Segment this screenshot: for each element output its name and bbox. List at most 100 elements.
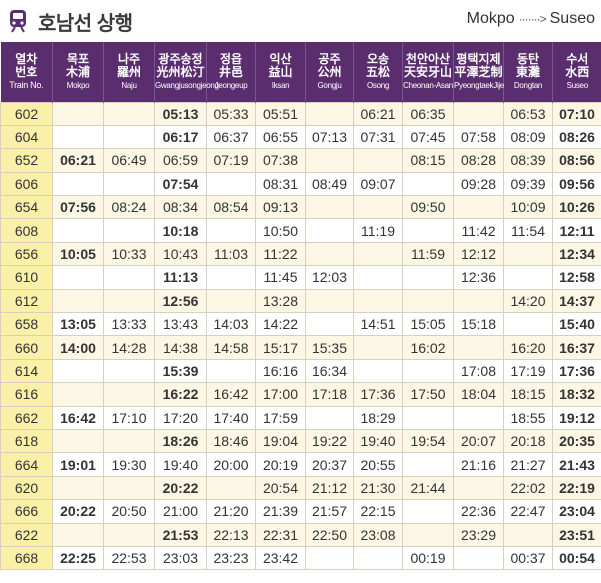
- time-cell: [402, 265, 454, 290]
- table-row: 608 10:18 10:50 11:19 11:42 11:54 12:11: [0, 218, 601, 243]
- table-row: 666 20:22 20:50 21:00 21:20 21:39 21:57 22:15 22…: [0, 499, 601, 524]
- header-cn: 益山: [268, 65, 293, 80]
- train-number: 616: [0, 382, 53, 407]
- train-number: 668: [0, 545, 53, 571]
- time-cell: 08:39: [503, 148, 553, 173]
- time-cell: 20:22: [52, 499, 104, 524]
- time-cell: 14:22: [255, 312, 306, 337]
- train-number: 602: [0, 101, 53, 126]
- timetable-body: 602 05:13 05:33 05:51 06:21 06:35 06:53 07:10 60…: [0, 101, 601, 571]
- time-cell: 17:40: [206, 405, 256, 430]
- time-cell: 16:20: [503, 335, 553, 360]
- time-cell: [305, 288, 354, 314]
- time-cell: 08:31: [255, 171, 306, 197]
- time-cell: 08:26: [552, 124, 601, 150]
- time-cell: [402, 499, 454, 524]
- time-cell: 20:19: [255, 452, 306, 477]
- header-en: Suseo: [566, 80, 588, 90]
- time-cell: [353, 288, 403, 314]
- time-cell: 15:40: [552, 312, 601, 337]
- time-cell: 08:15: [402, 148, 454, 173]
- time-cell: 06:21: [52, 148, 104, 173]
- time-cell: 22:36: [453, 499, 504, 524]
- time-cell: [453, 195, 504, 220]
- time-cell: 07:19: [206, 148, 256, 173]
- time-cell: 20:55: [353, 452, 403, 477]
- train-number: 612: [0, 288, 53, 314]
- time-cell: 06:21: [353, 101, 403, 126]
- time-cell: 17:18: [305, 382, 354, 407]
- time-cell: 19:22: [305, 428, 354, 454]
- time-cell: [305, 148, 354, 173]
- time-cell: 14:58: [206, 335, 256, 360]
- time-cell: 08:54: [206, 195, 256, 220]
- header-cn: 東灘: [515, 65, 540, 80]
- table-row: 618 18:26 18:46 19:04 19:22 19:40 19:54 20:07 20…: [0, 428, 601, 454]
- time-cell: 07:10: [552, 101, 601, 126]
- time-cell: [52, 101, 104, 126]
- time-cell: [402, 358, 454, 384]
- time-cell: 07:58: [453, 124, 504, 150]
- header-ko: 열차: [15, 51, 38, 66]
- time-cell: 16:42: [206, 382, 256, 407]
- table-row: 606 07:54 08:31 08:49 09:07 09:28 09:39 09:56: [0, 171, 601, 197]
- header-cn: 平澤芝制: [454, 65, 503, 80]
- time-cell: 23:23: [206, 545, 256, 571]
- time-cell: 22:31: [255, 522, 306, 547]
- header-cn: 羅州: [116, 65, 141, 80]
- table-row: 654 07:56 08:24 08:34 08:54 09:13 09:50 10:09 10…: [0, 195, 601, 220]
- time-cell: 22:13: [206, 522, 256, 547]
- time-cell: [305, 241, 354, 267]
- time-cell: 08:09: [503, 124, 553, 150]
- time-cell: 21:44: [402, 475, 454, 501]
- header-en: Dongtan: [513, 80, 543, 90]
- time-cell: 07:54: [154, 171, 207, 197]
- header-ko: 동탄: [516, 52, 540, 67]
- time-cell: [503, 312, 553, 337]
- time-cell: 11:42: [453, 218, 504, 243]
- header-cn: 木浦: [65, 65, 90, 80]
- header-ko: 정읍: [219, 52, 243, 67]
- time-cell: 09:56: [552, 171, 601, 197]
- header-ko: 광주송정: [158, 52, 203, 67]
- time-cell: [353, 195, 403, 220]
- time-cell: [52, 288, 104, 314]
- time-cell: 10:05: [52, 241, 104, 267]
- route-arrow-icon: ·······>: [518, 12, 547, 26]
- table-row: 612 12:56 13:28 14:20 14:37: [0, 288, 601, 314]
- time-cell: [353, 335, 403, 360]
- time-cell: 17:19: [503, 358, 553, 384]
- column-header-station: 천안아산 天安牙山 Cheonan-Asan: [402, 42, 454, 102]
- time-cell: [206, 288, 256, 314]
- time-cell: 21:43: [552, 452, 601, 477]
- time-cell: [52, 475, 104, 501]
- time-cell: 23:08: [353, 522, 403, 547]
- table-row: 622 21:53 22:13 22:31 22:50 23:08 23:29 23:51: [0, 522, 601, 547]
- time-cell: 10:18: [154, 218, 207, 243]
- time-cell: 14:00: [52, 335, 104, 360]
- time-cell: 21:57: [305, 499, 354, 524]
- time-cell: 08:34: [154, 195, 207, 220]
- time-cell: 21:27: [503, 452, 553, 477]
- time-cell: 10:09: [503, 195, 553, 220]
- time-cell: [402, 288, 454, 314]
- time-cell: [52, 428, 104, 454]
- time-cell: 06:49: [103, 148, 155, 173]
- train-number: 614: [0, 358, 53, 384]
- time-cell: 14:28: [103, 335, 155, 360]
- time-cell: [402, 452, 454, 477]
- time-cell: 22:53: [103, 545, 155, 571]
- time-cell: [353, 265, 403, 290]
- time-cell: 15:18: [453, 312, 504, 337]
- time-cell: [52, 382, 104, 407]
- time-cell: 16:42: [52, 405, 104, 430]
- time-cell: 21:30: [353, 475, 403, 501]
- time-cell: 14:20: [503, 288, 553, 314]
- column-header-station: 정읍 井邑 Jeongeup: [206, 42, 256, 102]
- table-row: 668 22:25 22:53 23:03 23:23 23:42 00:19 00:37 00…: [0, 545, 601, 571]
- time-cell: [453, 101, 504, 126]
- time-cell: 06:37: [206, 124, 256, 150]
- train-number: 658: [0, 312, 53, 337]
- time-cell: [52, 522, 104, 547]
- time-cell: 20:07: [453, 428, 504, 454]
